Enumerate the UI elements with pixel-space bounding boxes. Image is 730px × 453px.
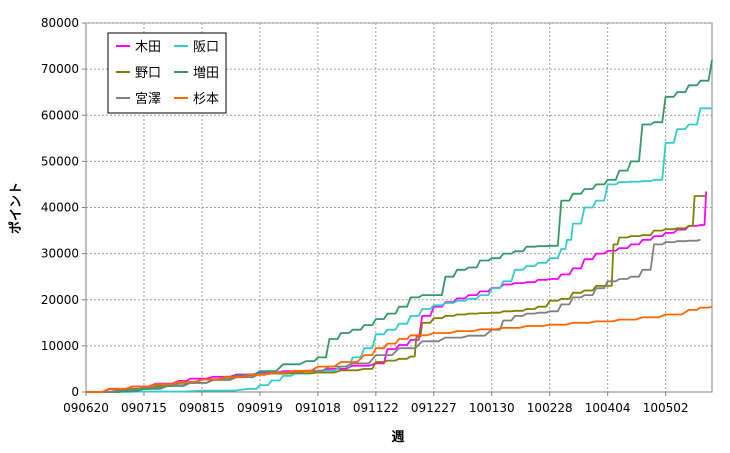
legend-label: 野口 <box>135 66 161 81</box>
y-tick-label: 70000 <box>41 62 79 76</box>
series-line-増田 <box>86 59 713 393</box>
legend-label: 増田 <box>193 66 219 81</box>
series-line-宮澤 <box>86 238 701 393</box>
x-tick-label: 090815 <box>179 401 225 415</box>
x-tick-label: 090715 <box>121 401 167 415</box>
y-tick-label: 40000 <box>41 201 79 215</box>
x-axis-title: 週 <box>391 430 404 445</box>
y-tick-label: 30000 <box>41 247 79 261</box>
x-tick-label: 090620 <box>63 401 109 415</box>
y-tick-label: 20000 <box>41 293 79 307</box>
y-axis-title: ポイント <box>8 182 24 234</box>
x-tick-label: 100130 <box>469 401 515 415</box>
x-tick-label: 100404 <box>585 401 631 415</box>
legend-label: 宮澤 <box>135 91 161 107</box>
x-tick-label: 090919 <box>237 401 283 415</box>
x-tick-label: 091227 <box>411 401 457 415</box>
legend-label: 杉本 <box>193 92 219 107</box>
y-tick-label: 10000 <box>41 339 79 353</box>
x-tick-label: 100502 <box>643 401 689 415</box>
legend-label: 木田 <box>135 40 161 55</box>
x-tick-label: 091122 <box>353 401 399 415</box>
x-tick-label: 100228 <box>527 401 573 415</box>
y-tick-label: 80000 <box>41 16 79 30</box>
series-line-杉本 <box>86 305 713 393</box>
y-tick-label: 50000 <box>41 154 79 168</box>
x-tick-label: 091018 <box>295 401 341 415</box>
axis-layer: 0 10000 20000 30000 40000 50000 60000 70000 8000… <box>41 16 689 415</box>
legend-label: 阪口 <box>193 40 219 55</box>
y-tick-label: 0 <box>71 385 79 399</box>
y-tick-label: 60000 <box>41 108 79 122</box>
series-layer <box>86 59 713 393</box>
